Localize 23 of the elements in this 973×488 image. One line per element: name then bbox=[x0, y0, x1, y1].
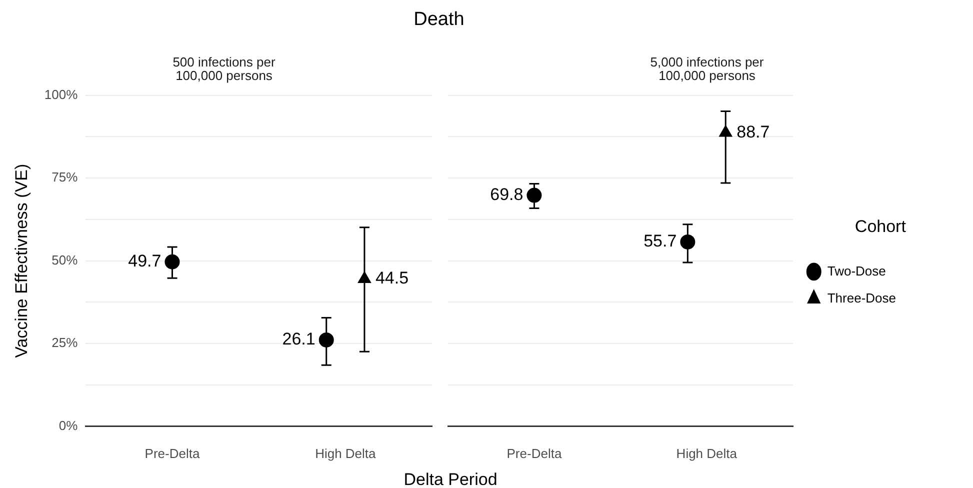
x-tick-label: Pre-Delta bbox=[144, 446, 200, 461]
x-axis-title: Delta Period bbox=[402, 470, 498, 488]
chart-title: Death bbox=[412, 8, 466, 32]
y-tick-label: 0% bbox=[58, 418, 78, 433]
y-tick-label: 25% bbox=[52, 335, 78, 350]
x-tick-label: High Delta bbox=[676, 446, 738, 461]
data-label: 88.7 bbox=[736, 122, 770, 142]
data-label: 55.7 bbox=[644, 232, 677, 251]
data-label: 26.1 bbox=[282, 330, 316, 349]
data-label: 69.8 bbox=[490, 184, 524, 204]
chart-subtitle: 500 infections per 100,000 persons bbox=[172, 54, 276, 84]
x-tick-label: Pre-Delta bbox=[506, 446, 562, 461]
y-tick-label: 75% bbox=[52, 170, 78, 185]
legend-label: Two-Dose bbox=[827, 263, 886, 278]
x-tick-label: High Delta bbox=[315, 446, 377, 461]
y-tick-label: 100% bbox=[44, 86, 78, 102]
data-label: 49.7 bbox=[128, 252, 162, 271]
chart-subtitle: 5,000 infections per 100,000 persons bbox=[650, 54, 764, 84]
y-tick-label: 50% bbox=[52, 252, 78, 268]
y-axis-title: Vaccine Effectivness (VE) bbox=[12, 164, 31, 358]
data-label: 44.5 bbox=[375, 268, 409, 288]
legend-label: Three-Dose bbox=[827, 290, 896, 306]
legend-title: Cohort bbox=[854, 216, 906, 236]
